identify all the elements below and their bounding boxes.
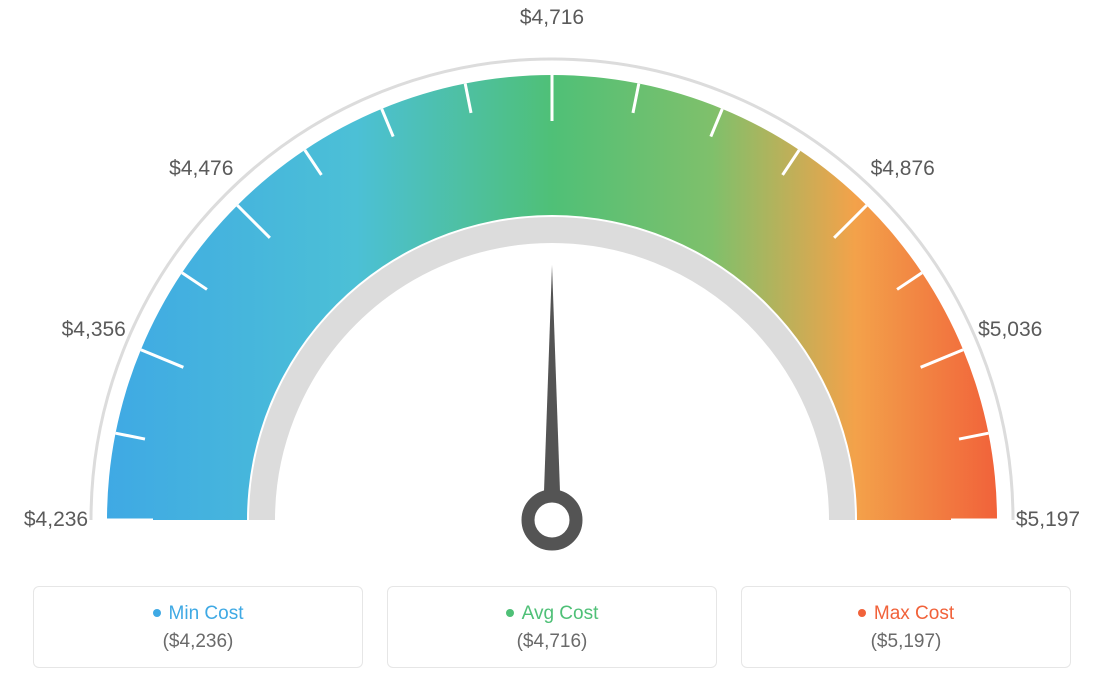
gauge-tick-label: $4,876 xyxy=(871,157,935,181)
legend-title-avg: Avg Cost xyxy=(398,603,706,625)
gauge-tick-label: $4,356 xyxy=(62,318,126,342)
legend-title-min: Min Cost xyxy=(44,603,352,625)
legend-title-text: Max Cost xyxy=(874,603,954,624)
dot-icon xyxy=(506,609,514,617)
dot-icon xyxy=(153,609,161,617)
gauge-svg xyxy=(0,0,1104,560)
gauge-tick-label: $4,716 xyxy=(520,6,584,30)
legend-value-max: ($5,197) xyxy=(752,631,1060,653)
legend-title-max: Max Cost xyxy=(752,603,1060,625)
dot-icon xyxy=(858,609,866,617)
legend-value-avg: ($4,716) xyxy=(398,631,706,653)
legend-card-min: Min Cost ($4,236) xyxy=(33,586,363,668)
legend-card-max: Max Cost ($5,197) xyxy=(741,586,1071,668)
gauge-tick-label: $5,197 xyxy=(1016,508,1080,532)
legend-card-avg: Avg Cost ($4,716) xyxy=(387,586,717,668)
legend-value-min: ($4,236) xyxy=(44,631,352,653)
gauge-tick-label: $4,476 xyxy=(169,157,233,181)
legend-title-text: Min Cost xyxy=(169,603,244,624)
legend-row: Min Cost ($4,236) Avg Cost ($4,716) Max … xyxy=(0,586,1104,668)
legend-title-text: Avg Cost xyxy=(522,603,599,624)
cost-gauge: $4,236 $4,356 $4,476 $4,716 $4,876 $5,036 $5,1… xyxy=(0,0,1104,560)
gauge-tick-label: $4,236 xyxy=(24,508,88,532)
gauge-tick-label: $5,036 xyxy=(978,318,1042,342)
